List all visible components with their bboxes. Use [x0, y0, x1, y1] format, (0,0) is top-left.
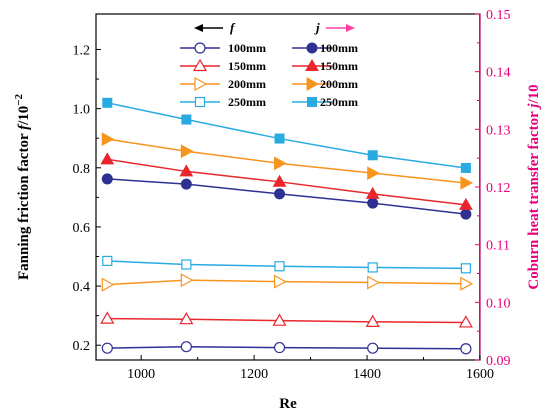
data-point-f-250mm-4 — [460, 263, 471, 274]
legend-label-f-200mm: 200mm — [228, 77, 266, 91]
legend-marker-j-250mm — [307, 97, 317, 107]
data-point-f-100mm-0 — [101, 342, 113, 354]
data-point-f-250mm-3 — [367, 262, 378, 273]
data-point-f-150mm-4 — [458, 315, 473, 328]
data-point-j-100mm-1 — [180, 178, 192, 190]
data-point-f-100mm-3 — [367, 342, 379, 354]
data-point-j-150mm-3 — [365, 186, 380, 199]
y-right-tick-label: 0.13 — [486, 123, 511, 138]
data-point-j-150mm-1 — [179, 164, 194, 177]
data-point-j-250mm-3 — [367, 150, 378, 161]
data-point-f-200mm-3 — [367, 275, 380, 290]
series-line-f-200mm — [107, 279, 466, 286]
series-line-j-250mm — [107, 102, 466, 169]
y-right-tick-label: 0.09 — [486, 354, 511, 369]
y-right-axis-title: Coburn heat transfer factor j/10 — [526, 84, 542, 289]
data-point-f-250mm-0 — [102, 255, 113, 267]
legend-marker-f-100mm — [194, 42, 206, 54]
data-point-f-200mm-2 — [273, 274, 287, 289]
series-line-j-100mm — [107, 178, 466, 215]
series-line-f-150mm — [107, 317, 466, 324]
data-point-j-100mm-4 — [460, 208, 472, 220]
x-tick-label: 1200 — [240, 367, 268, 382]
legend-header-f: f — [230, 20, 236, 35]
axes: 1000 1200 1400 1600 0.2 0.4 0.6 0.8 1.0 1.2 0.09 0.… — [13, 8, 542, 412]
legend: f j100mm150mm200mm250mm100mm150mm200mm250… — [180, 20, 358, 109]
legend-marker-f-150mm — [192, 58, 208, 72]
y-right-tick-label: 0.12 — [486, 181, 511, 196]
legend-label-j-200mm: 200mm — [320, 77, 358, 91]
data-point-f-200mm-1 — [180, 273, 194, 288]
legend-header-j: j — [314, 20, 320, 35]
legend-marker-f-200mm — [194, 76, 208, 92]
y-left-axis-title: Fanning friction factor f/10−2 — [13, 93, 32, 280]
data-point-f-150mm-1 — [179, 311, 194, 325]
legend-label-f-100mm: 100mm — [228, 41, 266, 55]
data-point-f-150mm-0 — [100, 311, 115, 324]
data-point-j-100mm-0 — [101, 173, 113, 185]
data-point-j-250mm-1 — [181, 114, 192, 125]
data-point-j-150mm-0 — [100, 152, 115, 165]
data-point-f-150mm-2 — [272, 313, 287, 326]
data-point-f-150mm-3 — [365, 314, 380, 327]
data-point-f-100mm-4 — [460, 343, 472, 355]
y-left-tick-label: 0.6 — [73, 221, 91, 236]
legend-label-f-250mm: 250mm — [228, 95, 266, 109]
data-point-j-250mm-4 — [460, 162, 471, 173]
series-line-f-250mm — [107, 260, 466, 270]
data-point-j-250mm-0 — [102, 97, 113, 108]
legend-label-j-150mm: 150mm — [320, 59, 358, 73]
legend-j-arrowhead — [346, 24, 355, 32]
data-point-j-200mm-3 — [367, 166, 380, 181]
data-point-f-200mm-4 — [460, 276, 474, 291]
y-left-tick-label: 1.2 — [73, 43, 91, 58]
y-left-tick-label: 0.8 — [73, 162, 91, 177]
data-point-f-250mm-1 — [181, 259, 192, 270]
data-point-j-200mm-0 — [101, 132, 115, 146]
y-left-tick-label: 0.2 — [73, 339, 91, 354]
data-point-j-100mm-2 — [274, 188, 286, 200]
x-tick-label: 1400 — [353, 367, 381, 382]
data-point-f-250mm-2 — [274, 261, 285, 272]
y-right-tick-label: 0.10 — [486, 296, 511, 311]
x-tick-label: 1600 — [466, 367, 494, 382]
legend-label-j-100mm: 100mm — [320, 41, 358, 55]
y-left-tick-label: 1.0 — [73, 103, 91, 118]
series-line-f-100mm — [107, 345, 466, 350]
y-right-tick-label: 0.15 — [486, 8, 511, 23]
y-left-tick-label: 0.4 — [73, 280, 91, 295]
legend-marker-j-100mm — [306, 42, 318, 54]
data-point-j-200mm-2 — [274, 156, 287, 171]
data-point-f-100mm-1 — [180, 341, 192, 353]
plot-frame — [95, 13, 481, 361]
y-right-tick-label: 0.14 — [486, 66, 511, 81]
data-point-j-150mm-2 — [272, 174, 287, 187]
data-point-j-200mm-1 — [180, 144, 194, 159]
data-point-f-200mm-0 — [101, 277, 115, 292]
legend-marker-j-150mm — [305, 58, 319, 71]
legend-label-f-150mm: 150mm — [228, 59, 266, 73]
data-point-j-150mm-4 — [459, 197, 473, 210]
data-point-j-200mm-4 — [460, 176, 473, 190]
legend-marker-f-250mm — [194, 96, 206, 108]
legend-f-arrowhead — [194, 24, 203, 32]
data-point-j-250mm-2 — [274, 133, 285, 144]
data-point-f-100mm-2 — [273, 341, 286, 354]
y-right-tick-label: 0.11 — [486, 239, 510, 254]
legend-marker-j-200mm — [306, 77, 320, 91]
x-tick-label: 1000 — [127, 367, 155, 382]
data-point-j-100mm-3 — [367, 197, 379, 209]
chart-marks — [100, 97, 474, 355]
x-axis-title: Re — [279, 396, 297, 412]
legend-label-j-250mm: 250mm — [320, 95, 358, 109]
